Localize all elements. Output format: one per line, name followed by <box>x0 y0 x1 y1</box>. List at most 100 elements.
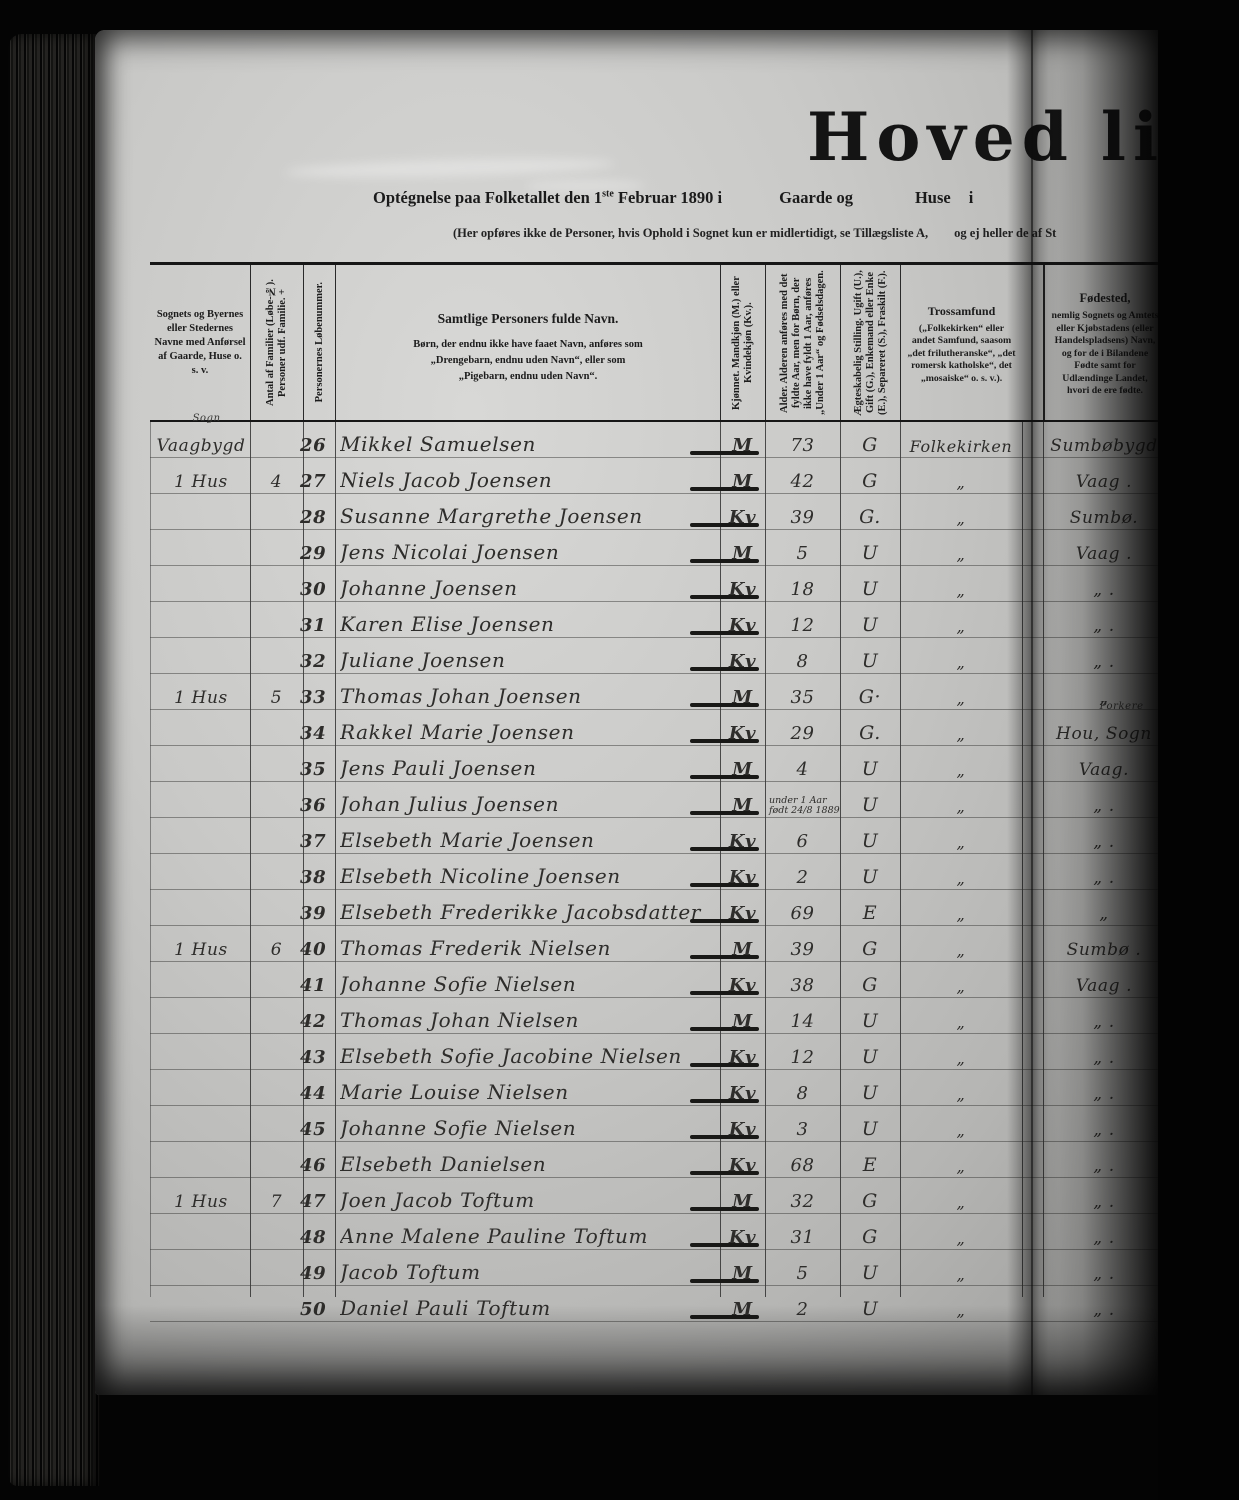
ink-underline <box>690 1099 759 1103</box>
cell-location <box>152 962 250 996</box>
cell-family-number: 6 <box>270 940 283 960</box>
table-row: 1 Hus 7 47 Joen Jacob Toftum M 32 G „ „ … <box>150 1178 1165 1214</box>
title-right: liste <box>1100 98 1165 176</box>
cell-birthplace: „ . <box>1093 1228 1115 1248</box>
subtitle-sup: ste <box>602 188 614 200</box>
cell-religion: „ <box>956 941 966 960</box>
cell-location <box>152 782 250 816</box>
cell-sex: Kv <box>690 494 765 528</box>
cell-marital-status: U <box>861 1298 879 1320</box>
book-page-edges <box>8 34 100 1486</box>
cell-person-number: 30 <box>300 579 327 600</box>
cell-age: 18 <box>790 579 815 600</box>
cell-family-number <box>250 746 303 780</box>
table-row: 34 Rakkel Marie Joensen Kv 29 G. „ Porke… <box>150 701 1165 746</box>
cell-religion: „ <box>956 545 966 564</box>
cell-religion: „ <box>956 761 966 780</box>
cell-age: 12 <box>790 615 815 636</box>
cell-full-name: Johanne Sofie Nielsen <box>340 972 577 996</box>
cell-sex: M <box>690 926 765 960</box>
cell-family-number <box>250 638 303 672</box>
cell-location <box>152 890 250 924</box>
cell-sex: M <box>690 1178 765 1212</box>
cell-full-name: Elsebeth Sofie Jacobine Nielsen <box>340 1044 682 1068</box>
cell-full-name: Thomas Johan Joensen <box>340 684 582 708</box>
cell-location: 1 Hus <box>174 688 228 708</box>
cell-birthplace: „ . <box>1093 1120 1115 1140</box>
cell-age: 29 <box>790 723 815 744</box>
cell-birthplace: „ . <box>1093 652 1115 672</box>
cell-marital-status: U <box>861 578 879 600</box>
cell-person-number: 45 <box>300 1119 327 1140</box>
cell-full-name: Thomas Johan Nielsen <box>340 1008 579 1032</box>
cell-sex: M <box>690 674 765 708</box>
cell-person-number: 39 <box>300 903 327 924</box>
cell-birthplace: „ . <box>1093 1156 1115 1176</box>
cell-sex: Kv <box>690 638 765 672</box>
cell-sex: M <box>690 998 765 1032</box>
cell-person-number: 37 <box>300 831 327 852</box>
cell-birthplace: „ . <box>1093 1264 1115 1284</box>
cell-birthplace: „ . <box>1093 868 1115 888</box>
cell-marital-status: G· <box>858 686 882 708</box>
cell-location <box>152 638 250 672</box>
census-sheet: Hoved liste Optégnelse paa Folketallet de… <box>95 30 1165 1395</box>
ink-underline <box>690 451 759 455</box>
cell-sex: M <box>690 1286 765 1320</box>
cell-marital-status: G <box>862 434 878 456</box>
cell-person-number: 44 <box>300 1083 327 1104</box>
table-row: 42 Thomas Johan Nielsen M 14 U „ „ . <box>150 998 1165 1034</box>
cell-full-name: Rakkel Marie Joensen <box>340 720 575 744</box>
cell-age: 39 <box>790 939 815 960</box>
cell-location: 1 Hus <box>174 472 228 492</box>
cell-age: 6 <box>796 831 809 852</box>
ink-underline <box>690 1027 759 1031</box>
table-row: 29 Jens Nicolai Joensen M 5 U „ Vaag . <box>150 530 1165 566</box>
header-religion: Trossamfund („Folkekirken“ eller andet S… <box>900 265 1022 420</box>
ink-underline <box>690 919 759 923</box>
table-row: 37 Elsebeth Marie Joensen Kv 6 U „ „ . <box>150 818 1165 854</box>
cell-birthplace: Sumbøbygd <box>1050 436 1158 456</box>
header-location: Sognets og Byernes eller Stedernes Navne… <box>154 308 246 376</box>
black-border-right <box>1158 0 1239 1500</box>
cell-location <box>152 854 250 888</box>
cell-age: 73 <box>790 435 815 456</box>
cell-birthplace: „ . <box>1093 1192 1115 1212</box>
cell-age: 38 <box>790 975 815 996</box>
cell-age: 5 <box>796 1263 809 1284</box>
cell-religion: Folkekirken <box>909 437 1013 456</box>
cell-age: 4 <box>796 759 809 780</box>
cell-religion: „ <box>956 725 966 744</box>
cell-family-number <box>250 1106 303 1140</box>
cell-religion: „ <box>956 833 966 852</box>
cell-age: 69 <box>790 903 815 924</box>
cell-full-name: Johanne Sofie Nielsen <box>340 1116 577 1140</box>
cell-marital-status: E <box>862 1154 878 1176</box>
cell-religion: „ <box>956 1229 966 1248</box>
header-families: Antal af Familier (Løbe-№). Personer udf… <box>250 265 303 420</box>
cell-marital-status: G <box>862 1226 878 1248</box>
cell-marital-status: U <box>861 650 879 672</box>
cell-person-number: 33 <box>300 687 327 708</box>
cell-location <box>152 1250 250 1284</box>
cell-marital-status: U <box>861 1010 879 1032</box>
cell-birthplace: Vaag. <box>1078 760 1130 780</box>
cell-family-number: 7 <box>270 1192 283 1212</box>
table-row: 1 Hus 6 40 Thomas Frederik Nielsen M 39 … <box>150 926 1165 962</box>
cell-person-number: 47 <box>300 1191 327 1212</box>
cell-person-number: 48 <box>300 1227 327 1248</box>
ink-underline <box>690 631 759 635</box>
cell-marital-status: U <box>861 1118 879 1140</box>
cell-sex: Kv <box>690 890 765 924</box>
ink-underline <box>690 775 759 779</box>
cell-person-number: 43 <box>300 1047 327 1068</box>
table-row: 1 Hus 4 27 Niels Jacob Joensen M 42 G „ … <box>150 458 1165 494</box>
cell-family-number <box>250 962 303 996</box>
cell-age: 32 <box>790 1191 815 1212</box>
cell-family-number <box>250 998 303 1032</box>
cell-religion: „ <box>956 797 966 816</box>
cell-age: 12 <box>790 1047 815 1068</box>
cell-full-name: Juliane Joensen <box>340 648 506 672</box>
cell-full-name: Jacob Toftum <box>340 1260 481 1284</box>
cell-marital-status: G. <box>859 722 881 744</box>
